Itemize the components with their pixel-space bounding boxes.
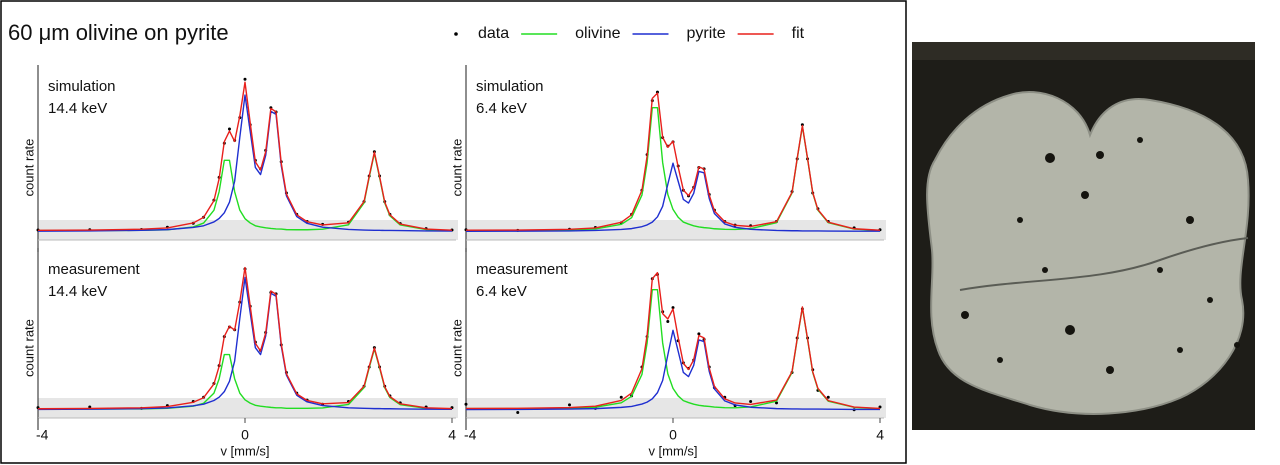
x-tick-label: 0 (241, 427, 249, 443)
y-axis-label: count rate (21, 139, 36, 197)
sample-photo (912, 42, 1255, 430)
data-point (800, 123, 804, 127)
baseline-band (38, 398, 458, 418)
data-point (749, 399, 753, 403)
data-point (243, 77, 247, 81)
data-point (568, 403, 571, 407)
series-line (37, 81, 453, 232)
series-line (37, 266, 453, 410)
legend-label: fit (792, 25, 805, 42)
x-tick-label: 4 (876, 427, 884, 443)
legend: data olivine pyrite fit (454, 25, 805, 42)
y-axis-label: count rate (449, 319, 464, 377)
legend-marker (454, 32, 458, 36)
data-point (878, 405, 882, 409)
panel-annotation: measurement (48, 261, 141, 278)
panel-energy: 14.4 keV (48, 283, 107, 300)
series-line (465, 92, 881, 231)
data-point (464, 402, 468, 406)
series-line (465, 271, 881, 410)
baseline-band (38, 220, 458, 240)
data-point (826, 395, 830, 399)
data-point (775, 401, 778, 405)
data-point (671, 306, 675, 310)
panel-energy: 6.4 keV (476, 100, 527, 117)
figure-title: 60 μm olivine on pyrite (8, 20, 229, 45)
data-point (88, 405, 92, 409)
data-point (666, 319, 670, 323)
x-tick-label: 0 (669, 427, 677, 443)
data-point (227, 127, 231, 131)
x-axis-label: v [mm/s] (648, 443, 697, 458)
panel-annotation: simulation (48, 78, 116, 95)
panel-energy: 6.4 keV (476, 283, 527, 300)
x-tick-label: -4 (464, 427, 477, 443)
x-axis-label: v [mm/s] (220, 443, 269, 458)
baseline-band (466, 220, 886, 240)
x-tick-label: -4 (36, 427, 49, 443)
data-point (516, 410, 520, 414)
data-point (655, 90, 659, 94)
x-tick-label: 4 (448, 427, 456, 443)
panel-energy: 14.4 keV (48, 100, 107, 117)
series-line (465, 162, 880, 233)
panel-annotation: simulation (476, 78, 544, 95)
series-line (465, 329, 880, 411)
crack (959, 237, 1249, 291)
photo-board-edge (912, 42, 1255, 60)
legend-label: olivine (575, 25, 620, 42)
y-axis-label: count rate (449, 139, 464, 197)
holes (961, 137, 1240, 374)
legend-label: data (478, 25, 509, 42)
y-axis-label: count rate (21, 319, 36, 377)
olivine-slice (926, 90, 1250, 415)
data-point (619, 395, 623, 399)
data-point (697, 332, 701, 336)
panel-annotation: measurement (476, 261, 569, 278)
legend-label: pyrite (687, 25, 726, 42)
baseline-band (466, 398, 886, 418)
